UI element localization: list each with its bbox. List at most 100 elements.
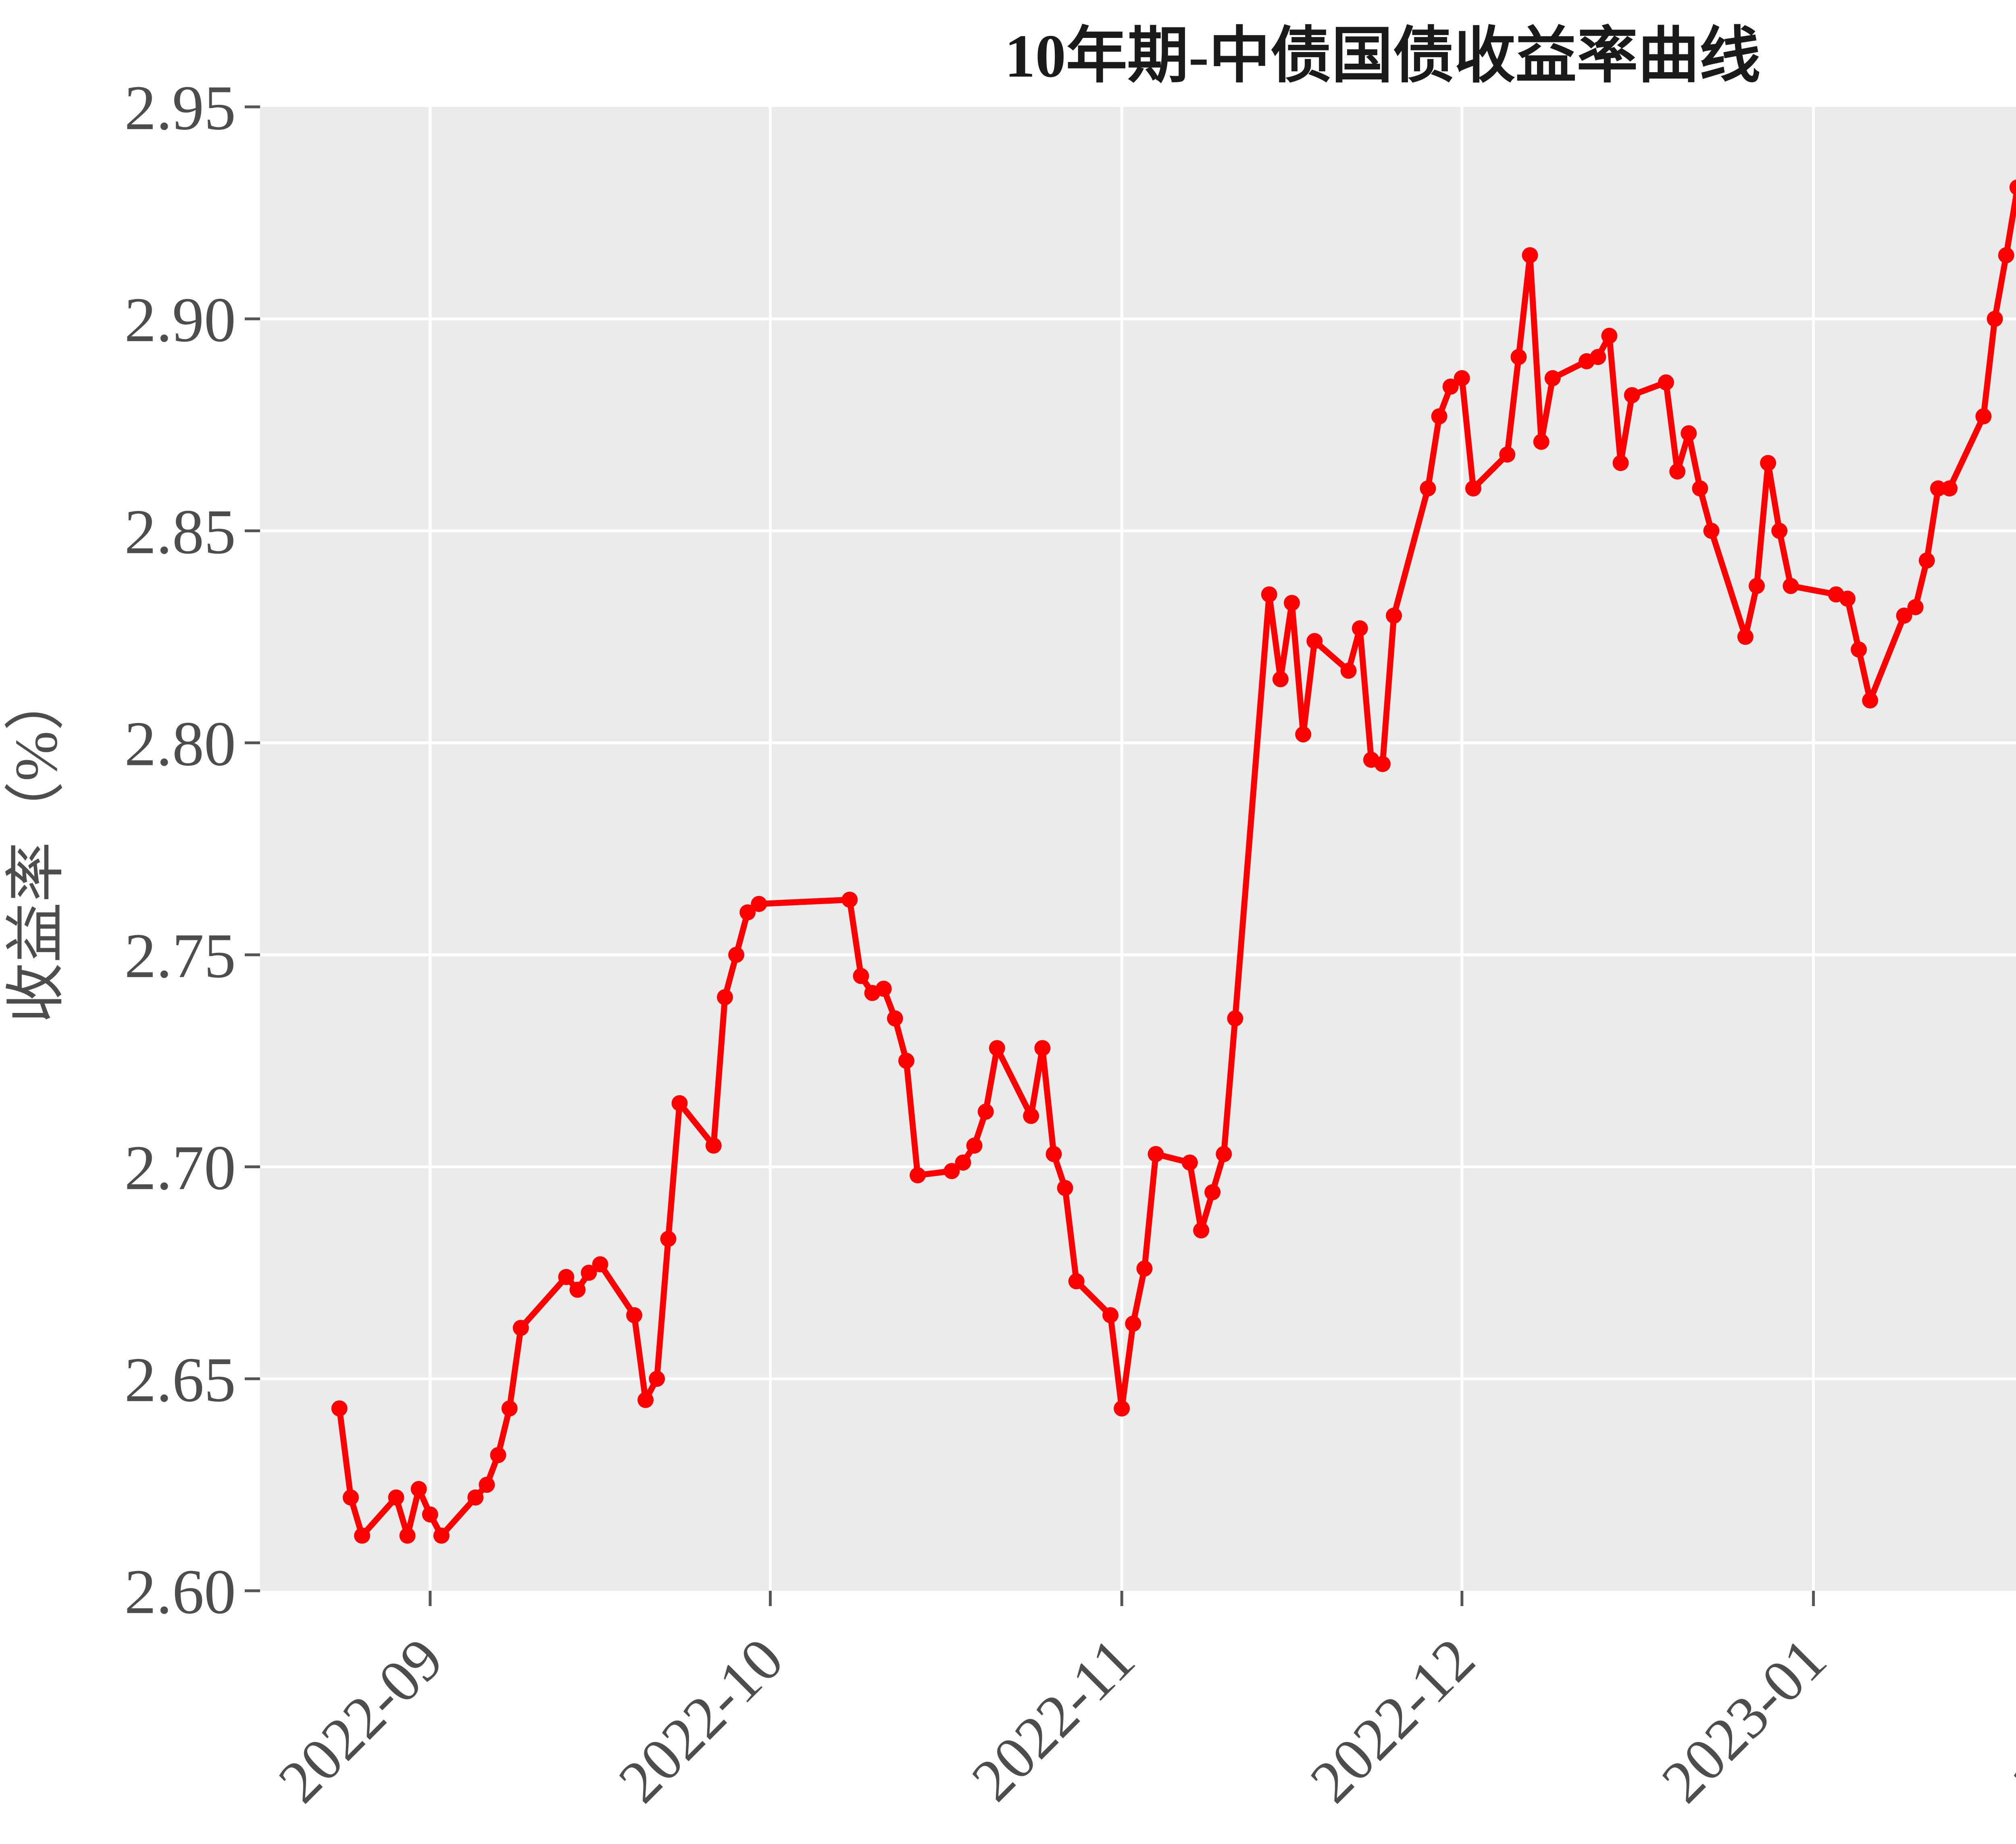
data-point [1420, 480, 1436, 497]
data-point [660, 1231, 677, 1247]
data-point [1703, 523, 1720, 539]
data-point [1918, 552, 1935, 569]
data-point [1896, 607, 1912, 624]
data-point [1862, 692, 1879, 708]
chart-title: 10年期-中债国债收益率曲线 [1005, 22, 1761, 90]
data-point [1465, 480, 1481, 497]
data-point [1499, 446, 1516, 463]
data-point [1272, 671, 1289, 688]
data-point [1023, 1108, 1039, 1124]
data-point [910, 1167, 926, 1183]
axis-tick-marks [245, 105, 1815, 1606]
y-tick-labels: 2.60 2.65 2.70 2.75 2.80 2.85 2.90 2.95 [125, 73, 236, 1627]
data-point [331, 1400, 348, 1417]
data-point [1533, 433, 1549, 450]
x-tick-labels: 2022-09 2022-10 2022-11 2022-12 2023-01 2023-… [266, 1625, 2016, 1815]
data-point [989, 1040, 1005, 1056]
data-point [422, 1506, 438, 1523]
data-point [410, 1481, 427, 1497]
data-point [490, 1447, 506, 1463]
y-tick-label: 2.80 [125, 708, 236, 779]
data-point [501, 1400, 518, 1417]
data-point [1612, 455, 1629, 471]
data-point [399, 1527, 416, 1544]
data-point [1590, 349, 1606, 365]
data-point [1114, 1400, 1130, 1417]
data-point [1669, 463, 1686, 480]
data-point [1692, 480, 1708, 497]
data-point [1125, 1315, 1141, 1332]
data-point [1227, 1010, 1243, 1027]
y-tick-label: 2.90 [125, 285, 236, 355]
data-point [739, 904, 756, 921]
x-tick-label: 2023-02 [2001, 1625, 2016, 1815]
y-tick-label: 2.85 [125, 497, 236, 567]
x-tick-label: 2022-12 [1297, 1625, 1487, 1815]
data-point [1987, 310, 2003, 327]
data-point [1998, 247, 2014, 263]
data-point [1340, 663, 1357, 679]
data-point [728, 946, 745, 963]
data-point [1375, 756, 1391, 772]
data-point [1522, 247, 1538, 263]
y-tick-label: 2.75 [125, 921, 236, 991]
data-point [1386, 607, 1402, 624]
data-point [1102, 1307, 1119, 1323]
data-point [1783, 578, 1799, 594]
data-point [1442, 378, 1459, 395]
data-point [592, 1256, 608, 1273]
data-point [853, 968, 869, 984]
data-point [467, 1489, 484, 1506]
plot-panel [260, 107, 2016, 1591]
data-point [1352, 620, 1368, 637]
data-point [1544, 370, 1561, 386]
data-point [751, 896, 767, 912]
data-point [1907, 599, 1924, 615]
data-point [1510, 349, 1527, 365]
data-point [626, 1307, 642, 1323]
data-point [1431, 408, 1447, 425]
data-point [841, 892, 858, 908]
data-point [671, 1095, 688, 1111]
data-point [1295, 726, 1312, 743]
data-point [875, 981, 892, 997]
data-point [1737, 629, 1754, 645]
yield-line-series [331, 179, 2016, 1544]
data-point [2009, 179, 2016, 196]
data-point [1045, 1146, 1062, 1162]
data-point [479, 1477, 495, 1493]
data-point [1057, 1180, 1073, 1196]
data-point [569, 1281, 586, 1298]
data-point [1193, 1222, 1210, 1239]
data-point [558, 1269, 575, 1285]
data-point [1839, 590, 1856, 607]
x-tick-label: 2022-09 [266, 1625, 456, 1815]
y-tick-label: 2.70 [125, 1133, 236, 1203]
data-point [887, 1010, 903, 1027]
data-point [1216, 1146, 1232, 1162]
data-point [955, 1154, 971, 1171]
data-point [966, 1138, 983, 1154]
data-point [581, 1265, 597, 1281]
data-point [649, 1371, 665, 1387]
data-point [1148, 1146, 1164, 1162]
data-point [343, 1489, 359, 1506]
data-point [898, 1052, 914, 1069]
data-point [1975, 408, 1992, 425]
data-point [1068, 1273, 1085, 1290]
data-point [705, 1138, 722, 1154]
data-point [1181, 1154, 1198, 1171]
data-point [1771, 523, 1788, 539]
data-point [1204, 1184, 1221, 1200]
data-point [1851, 641, 1867, 658]
data-point [388, 1489, 404, 1506]
x-tick-label: 2023-01 [1649, 1625, 1839, 1815]
x-tick-label: 2022-11 [959, 1625, 1148, 1814]
data-point [977, 1103, 994, 1120]
data-point [1034, 1040, 1051, 1056]
data-point [1306, 633, 1323, 649]
data-point [943, 1163, 960, 1179]
data-point [1601, 327, 1618, 344]
